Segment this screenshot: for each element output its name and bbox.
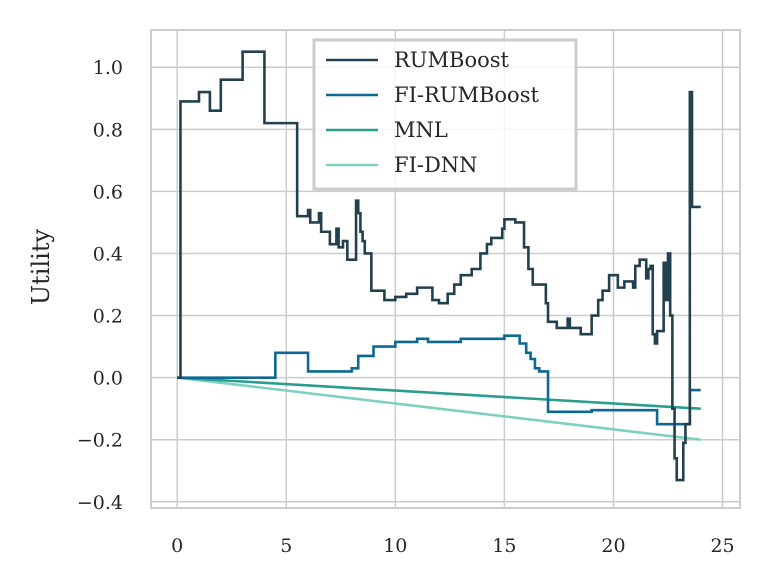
y-tick-label: −0.2 bbox=[77, 430, 123, 452]
legend-entry: FI-DNN bbox=[394, 153, 478, 177]
x-tick-label: 10 bbox=[383, 535, 407, 557]
y-axis-ticks: −0.4 −0.2 0.0 0.2 0.4 0.6 0.8 1.0 bbox=[77, 57, 123, 514]
series-line-mnl bbox=[177, 376, 701, 410]
legend-entry: MNL bbox=[394, 118, 448, 142]
legend-entry: FI-RUMBoost bbox=[394, 83, 539, 107]
series-line-fi-dnn bbox=[177, 376, 701, 442]
x-tick-label: 20 bbox=[601, 535, 625, 557]
y-tick-label: 0.0 bbox=[93, 368, 123, 390]
y-tick-label: 0.4 bbox=[93, 243, 123, 265]
x-axis-ticks: 0 5 10 15 20 25 bbox=[171, 535, 735, 557]
series-line-fi-rumboost bbox=[177, 334, 701, 426]
y-tick-label: 0.8 bbox=[93, 119, 123, 141]
y-tick-label: −0.4 bbox=[77, 492, 123, 514]
legend-entry: RUMBoost bbox=[394, 48, 510, 72]
plot-frame bbox=[150, 29, 741, 509]
y-tick-label: 0.2 bbox=[93, 306, 123, 328]
y-tick-label: 1.0 bbox=[93, 57, 123, 79]
x-tick-label: 15 bbox=[492, 535, 516, 557]
x-tick-label: 5 bbox=[280, 535, 292, 557]
y-tick-label: 0.6 bbox=[93, 181, 123, 203]
x-tick-label: 0 bbox=[171, 535, 183, 557]
series-lines bbox=[177, 50, 701, 482]
legend: RUMBoost FI-RUMBoost MNL FI-DNN bbox=[312, 38, 578, 191]
x-tick-label: 25 bbox=[710, 535, 734, 557]
y-axis-label: Utility bbox=[27, 229, 55, 306]
series-line-rumboost bbox=[177, 50, 701, 482]
